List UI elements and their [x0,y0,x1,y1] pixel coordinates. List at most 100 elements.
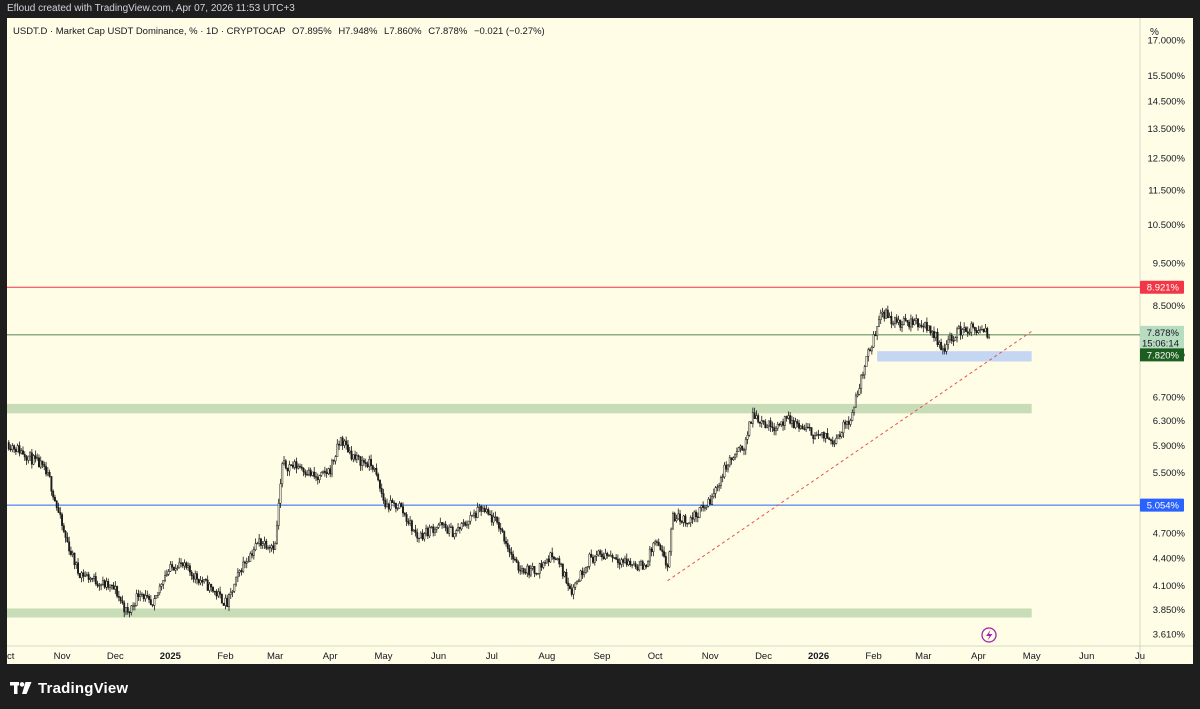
candle-body [458,527,461,530]
candle-body [588,553,591,567]
candle-body [645,564,648,568]
candle-body [842,421,845,434]
candle-body [743,449,745,451]
candle-body [505,541,507,544]
tradingview-brand[interactable]: TradingView [10,679,128,697]
candle-body [331,460,333,475]
price-chart[interactable]: %17.000% 15.500% 14.500% 13.500% 12.500% 11.5… [7,18,1193,664]
time-tick-label: May [1023,651,1041,662]
candle-body [560,563,563,566]
candle-body [959,326,962,336]
candle-body [597,550,600,556]
candle-body [87,574,90,580]
candle-body [760,420,763,424]
candle-body [519,569,522,572]
candle-body [251,553,254,556]
candle-body [650,548,653,552]
candle-body [606,553,609,556]
candle-body [387,503,390,510]
candle-body [117,595,120,598]
candle-body [734,453,737,458]
candle-body [631,564,634,566]
candle-body [430,526,433,528]
price-tick-label: 17.000% [1147,35,1185,46]
candle-body [510,552,513,555]
time-tick-label: May [375,651,393,662]
candle-body [774,427,777,432]
candle-body [192,575,195,580]
candle-body [53,496,56,502]
candle-body [918,324,921,328]
candle-body [425,527,428,534]
candle-body [309,469,312,476]
candle-body [711,496,713,505]
candle-body [368,459,371,467]
candle-body [858,388,861,395]
candle-body [155,595,158,599]
time-tick-label: Mar [915,651,931,662]
candle-body [576,580,579,584]
candle-body [899,319,902,328]
candle-body [654,541,657,544]
candle-body [856,394,859,397]
ohlc-close: C7.878% [428,26,468,37]
candle-body [895,317,898,323]
candle-body [814,434,816,439]
candle-body [656,541,658,543]
candle-body [673,513,676,522]
candle-body [553,556,555,560]
candle-body [583,572,586,576]
candle-body [549,552,552,563]
candle-body [915,318,918,321]
candle-body [259,538,262,546]
candle-body [670,528,673,553]
candle-body [931,331,934,334]
price-tick-label: 3.850% [1153,605,1186,616]
candle-body [577,580,580,582]
candle-body [156,592,159,596]
candle-body [789,415,792,424]
candle-body [838,434,841,437]
symbol-legend: USDT.D · Market Cap USDT Dominance, % · … [13,26,549,37]
candle-body [27,455,30,461]
candle-body [141,593,143,596]
time-tick-label: 2025 [160,651,182,662]
candle-body [306,474,309,476]
chart-pane[interactable]: % 17.000% 15.500% 14.500% 13.500% 12.500% 11.5… [7,18,1193,664]
candle-body [274,543,277,550]
candle-body [258,538,261,544]
candle-body [517,561,520,571]
candle-body [20,450,23,454]
brand-name: TradingView [38,679,129,697]
candle-body [737,447,740,452]
candle-body [455,530,458,534]
candle-body [629,560,632,565]
candle-body [702,505,705,508]
time-tick-label: Jul [486,651,498,662]
candle-body [757,415,760,423]
candle-body [611,555,614,558]
time-tick-label: Feb [217,651,233,662]
candle-body [599,550,602,555]
candle-body [963,327,966,330]
candle-body [943,348,946,352]
candle-body [380,488,383,494]
candle-body [780,421,783,426]
candle-body [151,604,154,606]
candle-body [476,507,479,518]
candle-body [927,325,930,331]
candle-body [492,516,495,523]
candle-body [352,454,355,460]
candle-body [608,555,610,557]
candle-body [45,466,48,475]
candle-body [748,421,751,436]
candle-body [725,464,728,470]
candle-body [874,334,877,337]
candle-body [936,331,939,345]
lightning-icon[interactable] [981,627,997,643]
candle-body [521,568,523,572]
candle-body [366,463,369,467]
candle-body [497,522,500,529]
candle-body [62,525,65,532]
candle-body [544,562,547,564]
